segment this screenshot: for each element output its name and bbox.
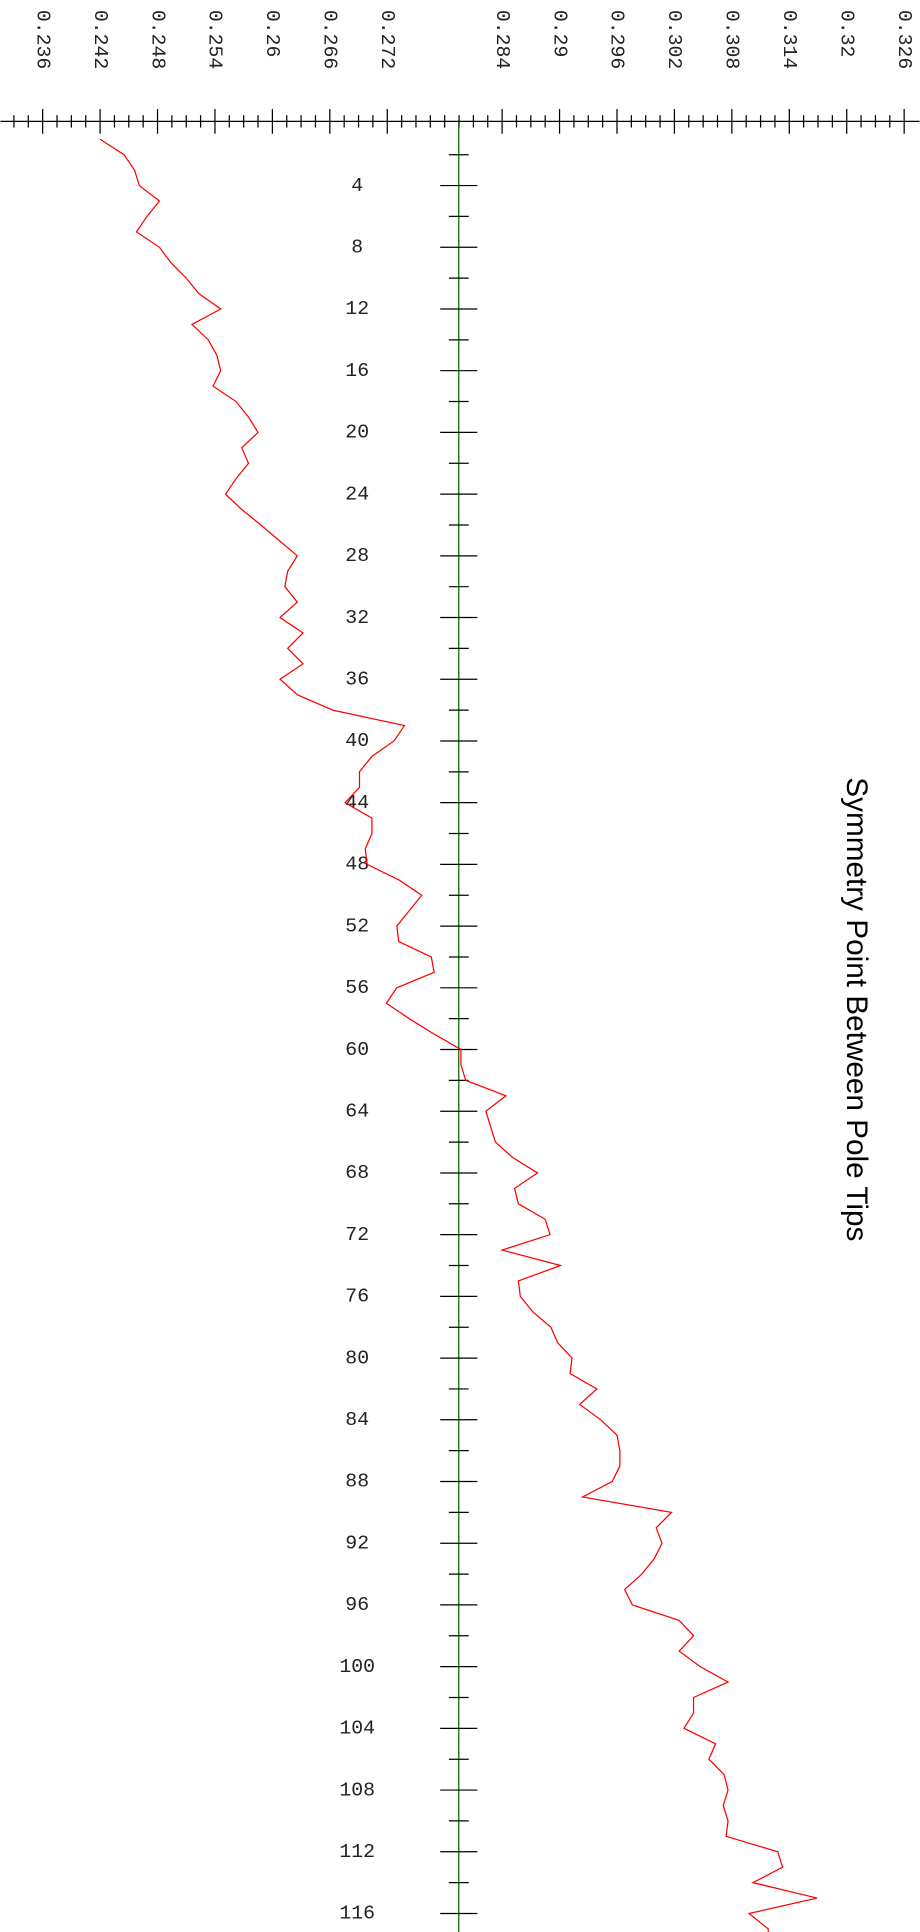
index-tick-label: 20 — [345, 422, 369, 444]
index-tick-label: 100 — [339, 1656, 375, 1678]
index-tick-label: 92 — [345, 1532, 369, 1554]
index-tick-label: 108 — [339, 1779, 375, 1801]
value-tick-label: 0.308 — [721, 10, 743, 69]
index-tick-label: 76 — [345, 1286, 369, 1308]
value-tick-label: 0.242 — [89, 10, 111, 69]
index-tick-label: 84 — [345, 1409, 369, 1431]
value-tick-label: 0.254 — [204, 10, 226, 69]
index-tick-label: 28 — [345, 545, 369, 567]
value-tick-label: 0.272 — [376, 10, 398, 69]
index-tick-label: 16 — [345, 360, 369, 382]
value-tick-label: 0.284 — [491, 10, 513, 69]
chart-title: Symmetry Point Between Pole Tips — [840, 777, 873, 1241]
value-tick-label: 0.326 — [893, 10, 915, 69]
value-tick-label: 0.314 — [778, 10, 800, 69]
index-tick-label: 24 — [345, 483, 369, 505]
index-tick-label: 36 — [345, 668, 369, 690]
value-tick-label: 0.236 — [31, 10, 53, 69]
index-tick-label: 48 — [345, 854, 369, 876]
index-tick-label: 64 — [345, 1100, 369, 1122]
value-tick-label: 0.296 — [606, 10, 628, 69]
index-tick-label: 116 — [339, 1903, 375, 1925]
value-tick-label: 0.248 — [146, 10, 168, 69]
index-tick-label: 8 — [351, 237, 363, 259]
data-line — [99, 138, 818, 1932]
index-tick-label: 80 — [345, 1347, 369, 1369]
value-tick-label: 0.32 — [835, 10, 857, 58]
index-tick-label: 4 — [351, 175, 363, 197]
index-tick-label: 52 — [345, 915, 369, 937]
value-tick-label: 0.29 — [548, 10, 570, 58]
index-tick-label: 44 — [345, 792, 369, 814]
index-tick-label: 56 — [345, 977, 369, 999]
index-tick-label: 12 — [345, 298, 369, 320]
index-tick-label: 88 — [345, 1471, 369, 1493]
index-tick-label: 72 — [345, 1224, 369, 1246]
index-tick-label: 60 — [345, 1039, 369, 1061]
index-tick-label: 104 — [339, 1718, 375, 1740]
value-tick-label: 0.26 — [261, 10, 283, 58]
index-tick-label: 68 — [345, 1162, 369, 1184]
value-tick-label: 0.266 — [319, 10, 341, 69]
index-tick-label: 32 — [345, 607, 369, 629]
value-tick-label: 0.302 — [663, 10, 685, 69]
index-tick-label: 96 — [345, 1594, 369, 1616]
index-tick-label: 40 — [345, 730, 369, 752]
index-tick-label: 112 — [339, 1841, 375, 1863]
